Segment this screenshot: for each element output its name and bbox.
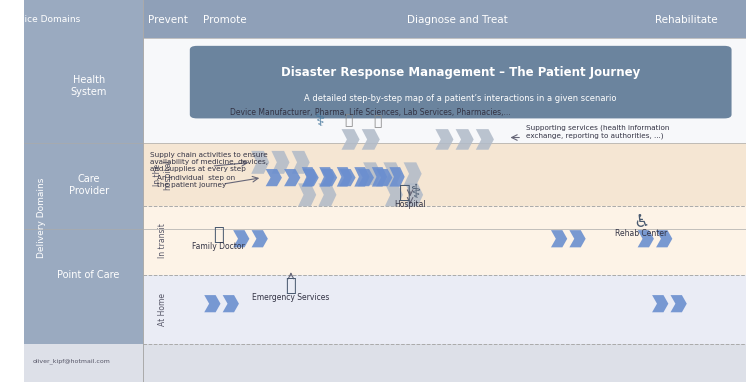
Polygon shape xyxy=(456,129,474,150)
FancyBboxPatch shape xyxy=(183,143,746,206)
Text: Promote: Promote xyxy=(203,15,246,25)
Polygon shape xyxy=(233,230,249,248)
Text: Service Domains: Service Domains xyxy=(4,15,80,24)
Polygon shape xyxy=(372,167,387,186)
FancyBboxPatch shape xyxy=(183,275,746,344)
Text: Supporting services (health information
exchange, reporting to authorities, ...): Supporting services (health information … xyxy=(526,125,669,139)
Polygon shape xyxy=(298,183,316,206)
Polygon shape xyxy=(383,162,401,185)
Polygon shape xyxy=(358,169,374,186)
Polygon shape xyxy=(551,230,567,248)
Polygon shape xyxy=(476,129,494,150)
Polygon shape xyxy=(251,151,269,174)
Polygon shape xyxy=(652,295,668,312)
Polygon shape xyxy=(354,167,370,186)
Text: In transit: In transit xyxy=(158,223,167,258)
Polygon shape xyxy=(376,169,392,186)
Text: ⚕: ⚕ xyxy=(315,111,325,130)
Polygon shape xyxy=(302,167,317,186)
Text: 🔬: 🔬 xyxy=(345,113,353,127)
Text: In the
hospital: In the hospital xyxy=(153,159,172,190)
Polygon shape xyxy=(319,183,336,206)
Polygon shape xyxy=(222,295,239,312)
Polygon shape xyxy=(404,162,421,185)
Polygon shape xyxy=(319,167,335,186)
Polygon shape xyxy=(436,129,454,150)
Text: Supply chain activities to ensure
availability of medicine, devices,
and supplie: Supply chain activities to ensure availa… xyxy=(150,152,268,172)
Text: 🩺: 🩺 xyxy=(213,226,224,244)
Text: ♿: ♿ xyxy=(633,212,649,231)
Polygon shape xyxy=(389,167,404,186)
Text: oliver_kipf@hotmail.com: oliver_kipf@hotmail.com xyxy=(32,358,110,364)
Polygon shape xyxy=(339,169,356,186)
Polygon shape xyxy=(302,169,319,186)
FancyBboxPatch shape xyxy=(142,143,746,229)
Text: Device Manufacturer, Pharma, Life Sciences, Lab Services, Pharmacies,...: Device Manufacturer, Pharma, Life Scienc… xyxy=(230,108,510,117)
Text: A detailed step-by-step map of a patient’s interactions in a given scenario: A detailed step-by-step map of a patient… xyxy=(304,94,617,103)
Text: Prevent: Prevent xyxy=(148,15,188,25)
FancyBboxPatch shape xyxy=(183,206,746,275)
Text: 🚑: 🚑 xyxy=(286,277,296,296)
Polygon shape xyxy=(671,295,687,312)
Text: 👨‍⚕️: 👨‍⚕️ xyxy=(399,183,421,202)
Polygon shape xyxy=(292,151,310,174)
Polygon shape xyxy=(284,169,301,186)
FancyBboxPatch shape xyxy=(24,344,746,382)
Polygon shape xyxy=(266,169,282,186)
Text: Health
System: Health System xyxy=(70,75,107,97)
Text: Diagnose and Treat: Diagnose and Treat xyxy=(407,15,507,25)
Text: Delivery Domains: Delivery Domains xyxy=(37,178,46,258)
Polygon shape xyxy=(336,167,352,186)
FancyBboxPatch shape xyxy=(189,46,732,118)
Polygon shape xyxy=(385,183,403,206)
Polygon shape xyxy=(656,230,672,248)
Text: Disaster Response Management – The Patient Journey: Disaster Response Management – The Patie… xyxy=(281,66,640,79)
FancyBboxPatch shape xyxy=(142,0,746,38)
FancyBboxPatch shape xyxy=(142,143,183,206)
Polygon shape xyxy=(272,151,289,174)
Text: 💉: 💉 xyxy=(374,114,382,128)
FancyBboxPatch shape xyxy=(142,206,183,275)
Polygon shape xyxy=(342,129,360,150)
Polygon shape xyxy=(204,295,221,312)
Text: Rehab Center: Rehab Center xyxy=(615,228,668,238)
Polygon shape xyxy=(569,230,586,248)
Polygon shape xyxy=(405,183,423,206)
Polygon shape xyxy=(321,169,337,186)
Text: An individual  step on
the patient journey: An individual step on the patient journe… xyxy=(157,175,236,188)
Text: Family Doctor: Family Doctor xyxy=(192,242,245,251)
Text: Rehabilitate: Rehabilitate xyxy=(656,15,718,25)
Text: At Home: At Home xyxy=(158,293,167,326)
Text: Emergency Services: Emergency Services xyxy=(252,293,330,303)
Polygon shape xyxy=(638,230,654,248)
Polygon shape xyxy=(362,129,380,150)
Polygon shape xyxy=(251,230,268,248)
Polygon shape xyxy=(363,162,381,185)
FancyBboxPatch shape xyxy=(142,275,183,344)
FancyBboxPatch shape xyxy=(142,38,746,143)
FancyBboxPatch shape xyxy=(24,0,142,382)
Text: Point of Care: Point of Care xyxy=(57,270,120,280)
Text: Hospital: Hospital xyxy=(395,200,426,209)
Text: Care
Provider: Care Provider xyxy=(69,175,109,196)
